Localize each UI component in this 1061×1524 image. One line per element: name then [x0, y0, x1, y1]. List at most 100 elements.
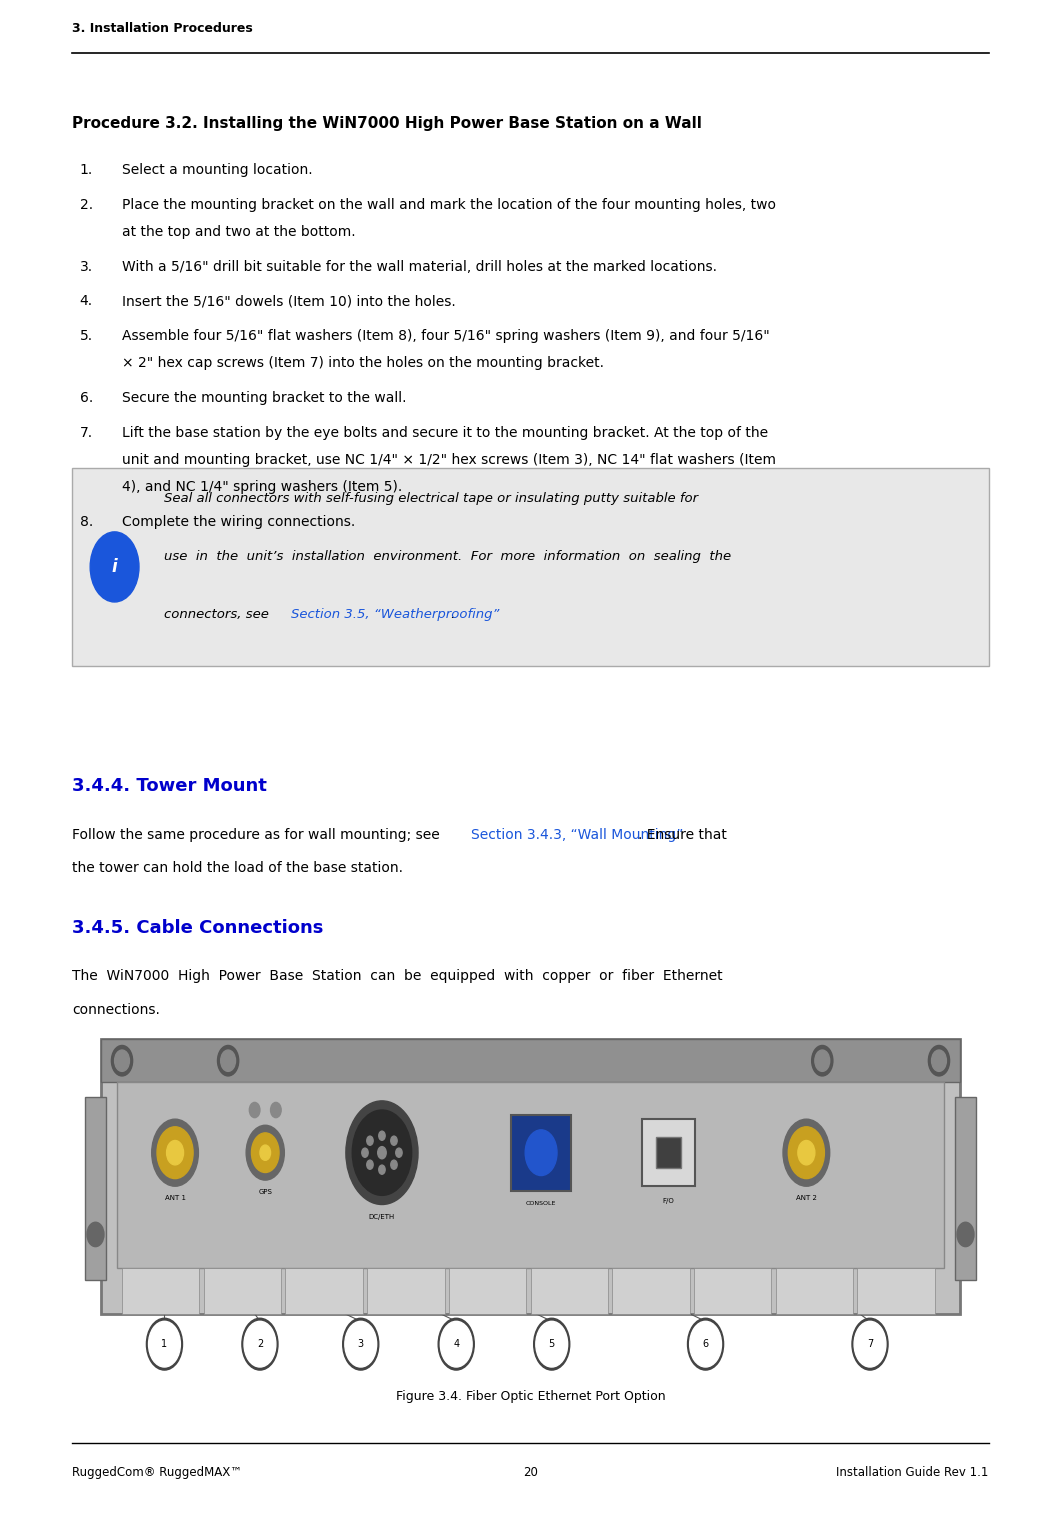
Text: Lift the base station by the eye bolts and secure it to the mounting bracket. At: Lift the base station by the eye bolts a…: [122, 425, 768, 440]
Circle shape: [167, 1140, 184, 1164]
Circle shape: [852, 1318, 888, 1370]
Text: 20: 20: [523, 1466, 538, 1480]
Circle shape: [346, 1100, 418, 1204]
Circle shape: [87, 1222, 104, 1247]
Circle shape: [534, 1318, 570, 1370]
Circle shape: [345, 1321, 377, 1367]
Circle shape: [536, 1321, 568, 1367]
Circle shape: [149, 1321, 180, 1367]
Text: GPS: GPS: [258, 1189, 273, 1195]
Text: 2: 2: [257, 1340, 263, 1349]
Text: Follow the same procedure as for wall mounting; see: Follow the same procedure as for wall mo…: [72, 828, 445, 841]
Text: The  WiN7000  High  Power  Base  Station  can  be  equipped  with  copper  or  f: The WiN7000 High Power Base Station can …: [72, 969, 723, 983]
Circle shape: [812, 1045, 833, 1076]
Circle shape: [260, 1145, 271, 1160]
Text: use  in  the  unit’s  installation  environment.  For  more  information  on  se: use in the unit’s installation environme…: [164, 550, 732, 564]
Circle shape: [246, 1125, 284, 1180]
Circle shape: [221, 1050, 236, 1071]
Text: ANT 2: ANT 2: [796, 1195, 817, 1201]
Circle shape: [438, 1318, 474, 1370]
Text: . Ensure that: . Ensure that: [638, 828, 727, 841]
Circle shape: [271, 1102, 281, 1117]
Text: Section 3.4.3, “Wall Mounting”: Section 3.4.3, “Wall Mounting”: [471, 828, 683, 841]
Circle shape: [115, 1050, 129, 1071]
FancyBboxPatch shape: [694, 1268, 771, 1314]
Text: the tower can hold the load of the base station.: the tower can hold the load of the base …: [72, 861, 403, 875]
Text: RuggedCom® RuggedMAX™: RuggedCom® RuggedMAX™: [72, 1466, 242, 1480]
Text: 3.: 3.: [80, 259, 92, 274]
Text: 3.4.4. Tower Mount: 3.4.4. Tower Mount: [72, 777, 267, 796]
Circle shape: [798, 1140, 815, 1164]
FancyBboxPatch shape: [955, 1097, 976, 1280]
Text: Place the mounting bracket on the wall and mark the location of the four mountin: Place the mounting bracket on the wall a…: [122, 198, 776, 212]
Circle shape: [390, 1160, 397, 1169]
FancyBboxPatch shape: [612, 1268, 690, 1314]
Text: 8.: 8.: [80, 515, 92, 529]
Text: connectors, see: connectors, see: [164, 608, 274, 622]
Text: 3: 3: [358, 1340, 364, 1349]
Circle shape: [390, 1135, 397, 1145]
FancyBboxPatch shape: [511, 1114, 571, 1190]
Circle shape: [854, 1321, 886, 1367]
Text: 6: 6: [702, 1340, 709, 1349]
FancyBboxPatch shape: [117, 1082, 944, 1268]
Circle shape: [788, 1126, 824, 1178]
Text: Select a mounting location.: Select a mounting location.: [122, 163, 313, 177]
Circle shape: [932, 1050, 946, 1071]
Text: 4: 4: [453, 1340, 459, 1349]
Text: 5.: 5.: [80, 329, 92, 343]
FancyBboxPatch shape: [204, 1268, 281, 1314]
Text: .: .: [450, 608, 454, 622]
Text: Section 3.5, “Weatherproofing”: Section 3.5, “Weatherproofing”: [291, 608, 499, 622]
Circle shape: [367, 1135, 373, 1145]
Text: Secure the mounting bracket to the wall.: Secure the mounting bracket to the wall.: [122, 392, 406, 405]
Text: 7.: 7.: [80, 425, 92, 440]
FancyBboxPatch shape: [776, 1268, 853, 1314]
FancyBboxPatch shape: [642, 1119, 695, 1186]
Text: 7: 7: [867, 1340, 873, 1349]
Text: Installation Guide Rev 1.1: Installation Guide Rev 1.1: [836, 1466, 989, 1480]
Circle shape: [244, 1321, 276, 1367]
Circle shape: [343, 1318, 379, 1370]
Text: Assemble four 5/16" flat washers (Item 8), four 5/16" spring washers (Item 9), a: Assemble four 5/16" flat washers (Item 8…: [122, 329, 770, 343]
Circle shape: [379, 1164, 385, 1173]
Text: DC/ETH: DC/ETH: [369, 1213, 395, 1219]
FancyBboxPatch shape: [72, 468, 989, 666]
Circle shape: [251, 1132, 279, 1172]
Text: F/O: F/O: [662, 1198, 675, 1204]
Circle shape: [688, 1318, 724, 1370]
Circle shape: [90, 532, 139, 602]
Text: 1: 1: [161, 1340, 168, 1349]
Text: at the top and two at the bottom.: at the top and two at the bottom.: [122, 226, 355, 239]
Text: 3.4.5. Cable Connections: 3.4.5. Cable Connections: [72, 919, 324, 937]
Circle shape: [362, 1148, 368, 1157]
FancyBboxPatch shape: [101, 1039, 960, 1314]
Text: 3. Installation Procedures: 3. Installation Procedures: [72, 21, 253, 35]
Text: connections.: connections.: [72, 1003, 160, 1017]
Circle shape: [928, 1045, 950, 1076]
Text: 4.: 4.: [80, 294, 92, 308]
Circle shape: [379, 1131, 385, 1140]
Text: 6.: 6.: [80, 392, 92, 405]
Text: Figure 3.4. Fiber Optic Ethernet Port Option: Figure 3.4. Fiber Optic Ethernet Port Op…: [396, 1390, 665, 1404]
Text: 1.: 1.: [80, 163, 92, 177]
FancyBboxPatch shape: [285, 1268, 363, 1314]
Circle shape: [440, 1321, 472, 1367]
Text: CONSOLE: CONSOLE: [526, 1201, 556, 1207]
Circle shape: [815, 1050, 830, 1071]
Text: 5: 5: [549, 1340, 555, 1349]
FancyBboxPatch shape: [367, 1268, 445, 1314]
Circle shape: [242, 1318, 278, 1370]
Text: ANT 1: ANT 1: [164, 1195, 186, 1201]
Text: Insert the 5/16" dowels (Item 10) into the holes.: Insert the 5/16" dowels (Item 10) into t…: [122, 294, 456, 308]
Circle shape: [378, 1146, 386, 1158]
FancyBboxPatch shape: [101, 1039, 960, 1082]
FancyBboxPatch shape: [857, 1268, 935, 1314]
Circle shape: [367, 1160, 373, 1169]
Text: Seal all connectors with self-fusing electrical tape or insulating putty suitabl: Seal all connectors with self-fusing ele…: [164, 492, 698, 506]
Circle shape: [352, 1109, 412, 1195]
FancyBboxPatch shape: [449, 1268, 526, 1314]
Circle shape: [157, 1126, 193, 1178]
FancyBboxPatch shape: [122, 1268, 199, 1314]
Circle shape: [111, 1045, 133, 1076]
